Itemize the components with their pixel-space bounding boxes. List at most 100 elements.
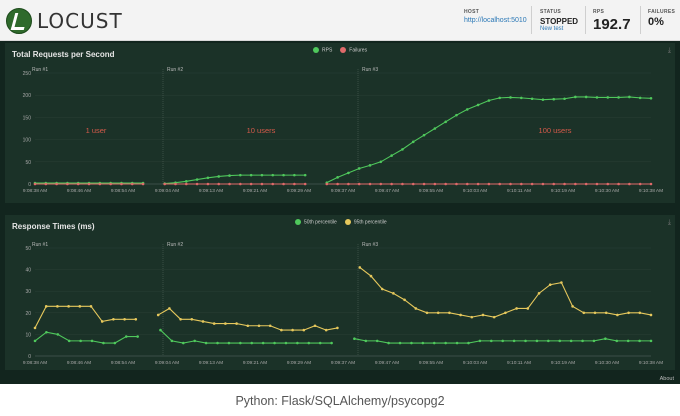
data-point: [489, 339, 493, 343]
data-point: [501, 339, 505, 343]
data-point: [136, 335, 139, 338]
data-point: [638, 311, 642, 315]
legend-item[interactable]: 50th percentile: [295, 219, 337, 225]
legend-dot: [340, 47, 347, 53]
data-point: [541, 98, 545, 101]
response-times-title: Response Times (ms): [12, 222, 95, 231]
rps-chart-title: Total Requests per Second: [12, 50, 115, 59]
data-point: [325, 182, 329, 186]
data-point: [432, 341, 436, 345]
data-point: [353, 337, 356, 341]
data-point: [571, 305, 574, 308]
data-point: [504, 311, 507, 315]
data-point: [487, 99, 491, 102]
legend-dot: [313, 47, 319, 53]
data-point: [347, 171, 350, 175]
x-tick-label: 9:08:54 AM: [111, 360, 135, 366]
rps-chart: 0 50 100 150 200 250 9:08:38 AM 9:08:46 AM 9:08:…: [23, 67, 663, 194]
data-point: [336, 176, 339, 179]
x-tick-label: 9:08:46 AM: [67, 360, 91, 366]
data-point: [190, 317, 194, 321]
data-point: [260, 182, 264, 186]
data-point: [401, 148, 404, 151]
about-link[interactable]: About: [659, 376, 674, 382]
data-point: [249, 173, 253, 177]
data-point: [56, 305, 59, 308]
data-point: [239, 182, 242, 186]
series-line: [359, 267, 652, 318]
status-label: STATUS: [540, 9, 562, 15]
locust-logo-icon: [6, 8, 32, 34]
data-point: [268, 324, 272, 328]
data-point: [261, 341, 265, 345]
data-point: [163, 182, 166, 186]
data-point: [433, 182, 437, 186]
data-point: [280, 328, 283, 332]
data-point: [422, 133, 426, 137]
load-annotation: 1 user: [86, 126, 107, 135]
download-icon[interactable]: ⤓: [667, 47, 671, 54]
data-point: [476, 182, 480, 186]
data-point: [44, 305, 48, 308]
download-icon[interactable]: ⤓: [667, 219, 671, 226]
data-point: [512, 339, 516, 343]
data-point: [520, 96, 523, 100]
data-point: [530, 182, 534, 186]
data-point: [179, 317, 182, 321]
data-point: [414, 307, 418, 310]
load-annotation: 10 users: [247, 126, 276, 135]
data-point: [492, 315, 496, 319]
data-point: [228, 174, 231, 177]
data-point: [509, 182, 512, 186]
legend-label: 95th percentile: [353, 219, 387, 226]
data-point: [303, 173, 307, 177]
data-point: [552, 182, 556, 186]
host-value[interactable]: http://localhost:5010: [464, 17, 527, 24]
data-point: [509, 96, 512, 99]
data-point: [336, 182, 339, 186]
data-point: [375, 339, 379, 343]
run-label: Run #1: [32, 242, 48, 248]
data-point: [303, 182, 307, 186]
data-point: [448, 311, 451, 315]
data-point: [364, 339, 368, 343]
data-point: [628, 182, 631, 186]
data-point: [444, 182, 447, 186]
data-point: [459, 313, 462, 317]
data-point: [487, 182, 491, 186]
data-point: [271, 173, 275, 177]
data-point: [284, 341, 288, 345]
legend-item[interactable]: Failures: [340, 47, 367, 53]
rps-chart-panel: Total Requests per Second RPS Failures ⤓…: [5, 43, 675, 203]
legend-item[interactable]: RPS: [313, 47, 332, 53]
data-point: [174, 182, 177, 186]
legend-item[interactable]: 95th percentile: [344, 219, 387, 226]
data-point: [235, 322, 238, 325]
data-point: [130, 182, 134, 186]
data-point: [592, 339, 596, 343]
data-point: [649, 313, 653, 317]
series-line: [160, 329, 332, 344]
data-point: [584, 95, 588, 99]
x-tick-label: 9:09:55 AM: [419, 360, 443, 366]
failures-value: 0%: [648, 16, 664, 28]
data-point: [563, 182, 566, 186]
data-point: [55, 182, 58, 186]
data-point: [574, 95, 577, 99]
run-label: Run #3: [362, 242, 378, 248]
y-tick-label: 40: [25, 268, 31, 274]
data-point: [358, 266, 362, 269]
data-point: [411, 182, 415, 186]
data-point: [347, 182, 350, 186]
data-point: [595, 182, 599, 186]
data-point: [604, 337, 607, 341]
new-test-link[interactable]: New test: [540, 26, 564, 32]
data-point: [98, 182, 102, 186]
legend-label: 50th percentile: [304, 219, 337, 226]
data-point: [411, 140, 415, 144]
data-point: [184, 180, 188, 183]
data-point: [66, 182, 69, 186]
data-point: [100, 320, 104, 323]
failures-stat: FAILURES 0%: [648, 9, 675, 28]
run-label: Run #1: [32, 67, 48, 73]
